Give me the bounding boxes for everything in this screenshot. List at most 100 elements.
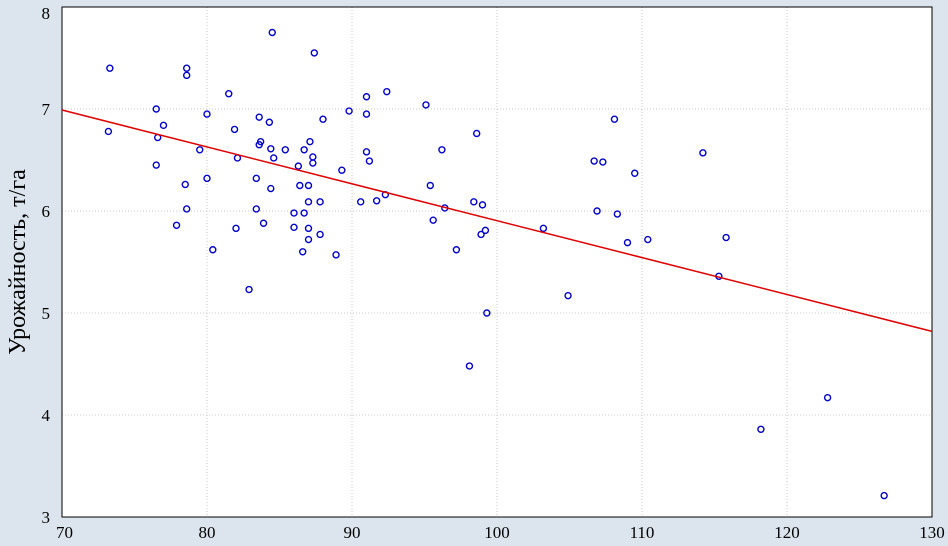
data-point xyxy=(300,146,308,154)
y-tick-labels: 3 4 5 6 7 8 xyxy=(42,4,51,527)
x-tick-label: 110 xyxy=(630,523,655,542)
data-point xyxy=(259,219,268,227)
data-point xyxy=(209,246,217,254)
data-point xyxy=(104,127,113,136)
data-point xyxy=(182,64,191,72)
data-point xyxy=(290,209,298,217)
x-tick-label: 120 xyxy=(774,523,800,542)
data-point xyxy=(304,224,313,233)
y-tick-label: 3 xyxy=(42,508,51,527)
data-point xyxy=(304,235,313,244)
data-point xyxy=(362,93,371,101)
data-point xyxy=(232,224,240,233)
grid-lines xyxy=(62,7,932,517)
data-point xyxy=(623,238,632,247)
data-point xyxy=(304,198,313,206)
data-point xyxy=(255,113,263,121)
data-point xyxy=(181,180,189,189)
data-point xyxy=(172,221,181,229)
data-point xyxy=(362,110,371,118)
data-point xyxy=(426,181,434,190)
data-point xyxy=(159,121,168,130)
x-tick-label: 100 xyxy=(484,523,510,542)
data-point xyxy=(225,89,233,98)
data-point xyxy=(203,110,211,118)
data-point xyxy=(477,230,485,239)
data-point xyxy=(203,174,211,183)
data-point xyxy=(438,146,446,154)
data-point xyxy=(599,158,607,166)
data-point xyxy=(252,205,260,213)
data-point xyxy=(564,291,572,300)
data-point xyxy=(610,115,619,123)
data-point xyxy=(306,137,314,146)
data-point xyxy=(290,223,298,232)
data-point xyxy=(422,101,430,109)
data-point xyxy=(300,209,308,217)
data-point xyxy=(345,107,353,115)
y-tick-label: 8 xyxy=(42,4,51,23)
data-point xyxy=(316,198,324,206)
data-point xyxy=(452,246,461,254)
data-point xyxy=(196,146,204,154)
data-point xyxy=(268,28,276,37)
data-point xyxy=(631,169,639,177)
data-point xyxy=(296,181,304,190)
data-point xyxy=(722,233,730,242)
y-tick-label: 6 xyxy=(42,202,51,221)
data-point xyxy=(478,201,487,209)
data-point xyxy=(267,184,275,193)
data-point xyxy=(465,362,474,370)
data-point xyxy=(245,285,253,294)
data-point xyxy=(757,425,765,433)
data-point xyxy=(613,210,622,218)
data-point xyxy=(823,393,832,402)
data-point xyxy=(481,226,490,235)
data-point xyxy=(383,87,391,96)
plot-frame xyxy=(61,6,933,518)
data-point xyxy=(299,248,307,256)
data-points xyxy=(104,28,888,500)
data-point xyxy=(152,161,160,169)
data-point xyxy=(265,118,274,126)
data-point xyxy=(230,125,239,134)
data-point xyxy=(309,159,317,167)
data-point xyxy=(310,49,318,57)
data-point xyxy=(106,64,114,72)
data-point xyxy=(281,146,289,154)
data-point xyxy=(338,166,346,174)
data-point xyxy=(539,224,548,233)
data-point xyxy=(267,145,275,153)
data-point xyxy=(483,309,491,317)
data-point xyxy=(473,129,481,138)
x-tick-label: 90 xyxy=(344,523,361,542)
data-point xyxy=(470,198,478,206)
x-tick-label: 80 xyxy=(199,523,216,542)
data-point xyxy=(319,115,327,123)
y-tick-label: 7 xyxy=(42,100,51,119)
y-axis-label: Урожайность, т/га xyxy=(5,169,31,355)
x-tick-label: 130 xyxy=(919,523,945,542)
data-point xyxy=(182,71,191,80)
data-point xyxy=(357,198,365,206)
data-point xyxy=(593,207,601,215)
data-point xyxy=(372,197,381,205)
data-point xyxy=(270,154,278,162)
data-point xyxy=(699,149,707,157)
data-point xyxy=(294,162,303,170)
data-point xyxy=(365,157,374,165)
y-tick-label: 4 xyxy=(42,406,51,425)
data-point xyxy=(880,491,888,500)
data-point xyxy=(304,181,313,190)
data-point xyxy=(152,105,160,113)
data-point xyxy=(332,251,340,259)
data-point xyxy=(362,148,371,156)
data-point xyxy=(590,157,598,165)
x-tick-labels: 70 80 90 100 110 120 130 xyxy=(56,523,945,542)
y-tick-label: 5 xyxy=(42,304,51,323)
data-point xyxy=(256,137,265,146)
data-point xyxy=(252,174,260,183)
data-point xyxy=(316,230,324,239)
data-point xyxy=(644,235,652,244)
